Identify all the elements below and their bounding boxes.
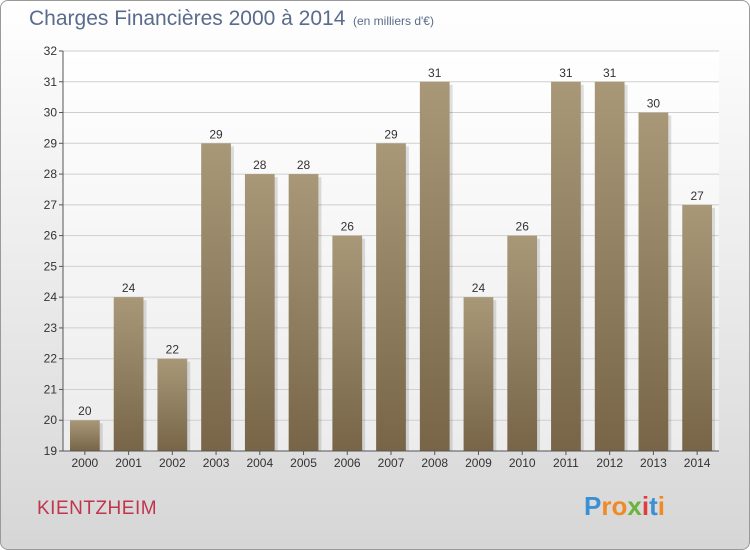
bar bbox=[419, 81, 450, 452]
data-label: 29 bbox=[209, 127, 223, 141]
data-label: 26 bbox=[341, 220, 355, 234]
x-tick-label: 2003 bbox=[203, 456, 230, 470]
bar bbox=[69, 420, 100, 451]
bar bbox=[594, 81, 625, 452]
data-label: 31 bbox=[603, 66, 617, 80]
logo-letter: i bbox=[657, 491, 665, 521]
data-label: 28 bbox=[297, 158, 311, 172]
logo-letter: r bbox=[601, 491, 612, 521]
bar bbox=[332, 235, 363, 451]
x-tick-label: 2008 bbox=[421, 456, 448, 470]
bar bbox=[507, 235, 538, 451]
x-tick-label: 2007 bbox=[378, 456, 405, 470]
data-label: 31 bbox=[428, 66, 442, 80]
y-tick-label: 23 bbox=[44, 321, 58, 335]
x-tick-label: 2012 bbox=[596, 456, 623, 470]
bar bbox=[244, 174, 275, 452]
data-label: 24 bbox=[122, 281, 136, 295]
y-tick-label: 32 bbox=[44, 44, 58, 58]
data-label: 26 bbox=[516, 220, 530, 234]
y-tick-label: 19 bbox=[44, 444, 58, 458]
logo-letter: P bbox=[584, 491, 602, 521]
bar bbox=[376, 143, 406, 452]
logo-letter: i bbox=[641, 491, 650, 521]
bar bbox=[201, 143, 231, 452]
x-tick-label: 2009 bbox=[465, 456, 492, 470]
commune-name: KIENTZHEIM bbox=[37, 498, 158, 519]
y-tick-label: 29 bbox=[44, 136, 58, 150]
x-tick-label: 2004 bbox=[246, 456, 273, 470]
y-tick-label: 20 bbox=[44, 413, 58, 427]
data-label: 24 bbox=[472, 281, 486, 295]
y-tick-label: 25 bbox=[44, 259, 58, 273]
x-tick-label: 2013 bbox=[640, 456, 667, 470]
x-tick-label: 2011 bbox=[553, 456, 579, 470]
y-tick-label: 31 bbox=[44, 75, 58, 89]
chart-title: Charges Financières 2000 à 2014 bbox=[29, 7, 346, 30]
bar bbox=[288, 174, 319, 452]
bar bbox=[682, 204, 713, 451]
x-tick-label: 2001 bbox=[115, 456, 142, 470]
x-tick-label: 2002 bbox=[159, 456, 186, 470]
y-tick-label: 27 bbox=[44, 198, 58, 212]
y-tick-label: 26 bbox=[44, 229, 58, 243]
data-label: 31 bbox=[559, 66, 573, 80]
y-tick-label: 22 bbox=[44, 352, 58, 366]
logo-letter: o bbox=[611, 491, 628, 521]
bar bbox=[638, 112, 669, 452]
bar bbox=[463, 297, 494, 451]
bar bbox=[157, 358, 188, 451]
proxiti-logo[interactable]: Proxiti bbox=[584, 491, 665, 522]
y-tick-label: 28 bbox=[44, 167, 58, 181]
x-tick-label: 2006 bbox=[334, 456, 361, 470]
data-label: 30 bbox=[647, 97, 661, 111]
data-label: 29 bbox=[384, 127, 398, 141]
x-tick-label: 2000 bbox=[72, 456, 99, 470]
y-tick-label: 24 bbox=[44, 290, 58, 304]
data-label: 22 bbox=[166, 343, 180, 357]
bar bbox=[551, 81, 581, 452]
data-label: 28 bbox=[253, 158, 267, 172]
logo-letter: x bbox=[627, 491, 642, 521]
x-tick-label: 2010 bbox=[509, 456, 536, 470]
data-label: 20 bbox=[78, 404, 92, 418]
logo-letter: t bbox=[649, 491, 658, 521]
x-tick-label: 2005 bbox=[290, 456, 317, 470]
y-tick-label: 30 bbox=[44, 106, 58, 120]
x-tick-label: 2014 bbox=[684, 456, 711, 470]
bar bbox=[113, 297, 144, 451]
data-label: 27 bbox=[690, 189, 704, 203]
y-tick-label: 21 bbox=[44, 382, 58, 396]
chart-subtitle: (en milliers d'€) bbox=[353, 14, 434, 28]
